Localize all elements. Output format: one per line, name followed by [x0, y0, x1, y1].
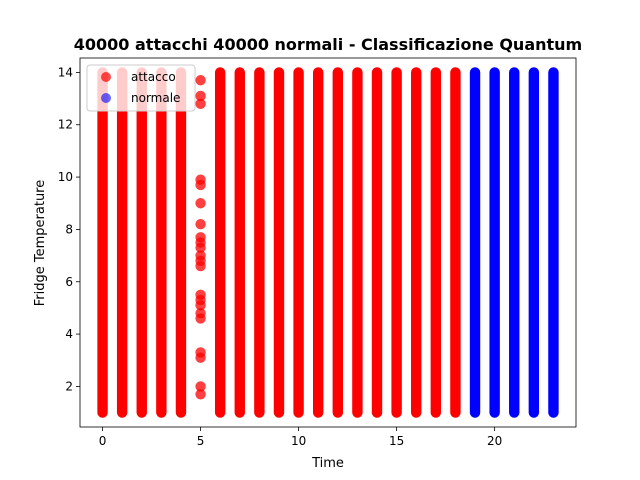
- data-point: [195, 174, 206, 185]
- data-point: [195, 232, 206, 243]
- data-point: [195, 90, 206, 102]
- y-tick-label: 14: [58, 65, 73, 79]
- x-axis: 0 5 10 15 20: [99, 427, 502, 448]
- x-tick-label: 0: [99, 434, 107, 448]
- data-point: [195, 389, 206, 400]
- legend-label-attacco: attacco: [131, 70, 176, 84]
- data-point: [195, 250, 206, 261]
- y-tick-label: 6: [65, 275, 73, 289]
- y-tick-label: 2: [65, 379, 73, 393]
- data-point: [195, 307, 206, 319]
- x-axis-label: Time: [311, 456, 344, 471]
- series-attacco: [97, 67, 461, 418]
- data-point: [195, 218, 206, 230]
- y-tick-label: 12: [58, 118, 73, 132]
- legend: attacco normale: [86, 64, 196, 112]
- series-normale: [469, 67, 559, 418]
- data-point: [195, 289, 206, 301]
- data-point: [195, 347, 206, 358]
- x-tick-label: 15: [389, 434, 404, 448]
- y-axis-label: Fridge Temperature: [33, 180, 48, 306]
- legend-marker-normale: [101, 93, 111, 103]
- chart-title: 40000 attacchi 40000 normali - Classific…: [74, 35, 582, 54]
- data-point: [195, 198, 206, 209]
- x-tick-label: 10: [291, 434, 306, 448]
- x-tick-label: 20: [487, 434, 502, 448]
- y-tick-label: 4: [65, 327, 73, 341]
- y-axis: 2 4 6 8 10 12 14: [58, 65, 80, 393]
- legend-label-normale: normale: [131, 91, 180, 105]
- plot-frame: [79, 57, 577, 428]
- legend-box: [86, 64, 196, 112]
- data-point: [195, 98, 206, 109]
- data-point: [195, 381, 206, 392]
- y-tick-label: 10: [58, 170, 73, 184]
- plot-background: [80, 58, 576, 427]
- x-tick-label: 5: [197, 434, 205, 448]
- y-tick-label: 8: [65, 222, 73, 236]
- data-points: [97, 67, 559, 418]
- legend-marker-attacco: [101, 72, 111, 82]
- data-point: [195, 75, 206, 86]
